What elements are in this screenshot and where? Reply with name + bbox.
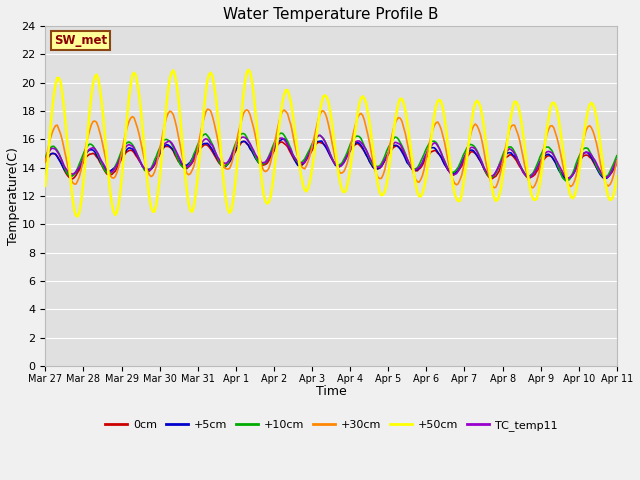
X-axis label: Time: Time bbox=[316, 385, 346, 398]
Title: Water Temperature Profile B: Water Temperature Profile B bbox=[223, 7, 439, 22]
Y-axis label: Temperature(C): Temperature(C) bbox=[7, 147, 20, 245]
Text: SW_met: SW_met bbox=[54, 35, 107, 48]
Legend: 0cm, +5cm, +10cm, +30cm, +50cm, TC_temp11: 0cm, +5cm, +10cm, +30cm, +50cm, TC_temp1… bbox=[100, 416, 562, 436]
